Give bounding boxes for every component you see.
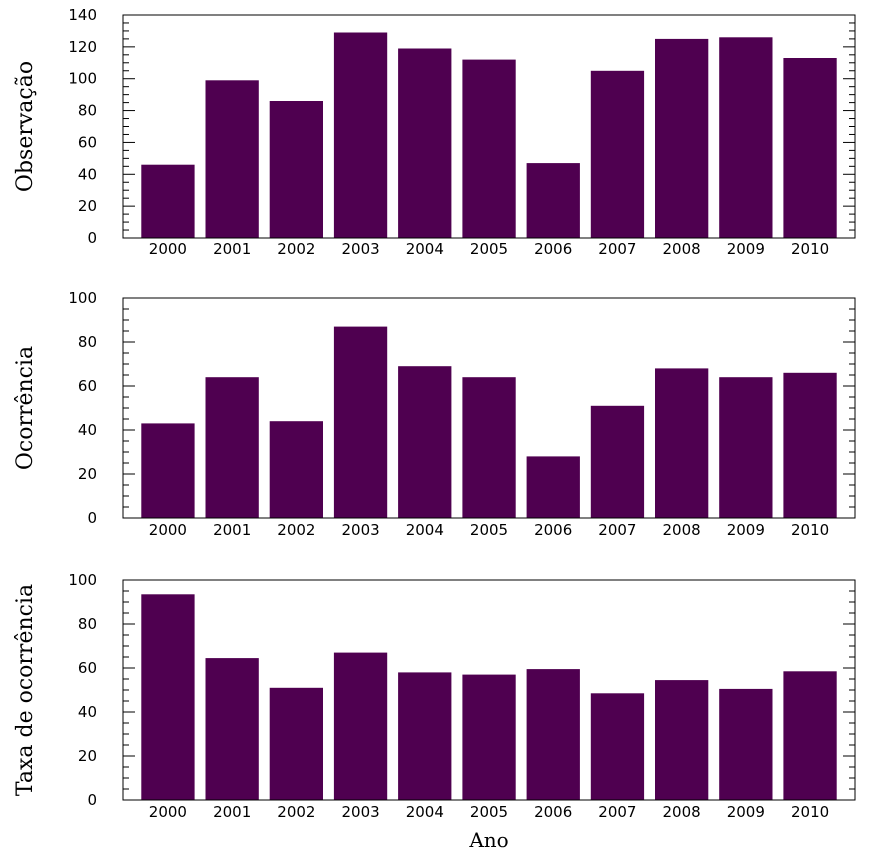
x-tick-label: 2000 xyxy=(149,240,187,258)
x-tick-label: 2005 xyxy=(470,803,508,821)
bar-2008 xyxy=(655,368,709,518)
y-tick-label: 20 xyxy=(78,747,97,765)
x-tick-label: 2003 xyxy=(342,240,380,258)
bar-2005 xyxy=(462,674,516,800)
bar-2009 xyxy=(719,37,773,238)
x-tick-label: 2001 xyxy=(213,803,251,821)
x-tick-label: 2001 xyxy=(213,240,251,258)
y-tick-label: 120 xyxy=(68,38,97,56)
x-tick-label: 2006 xyxy=(534,240,572,258)
bar-2008 xyxy=(655,38,709,239)
bar-2005 xyxy=(462,59,516,238)
x-tick-label: 2010 xyxy=(791,240,829,258)
bar-2001 xyxy=(205,80,259,238)
x-tick-label: 2009 xyxy=(727,803,765,821)
bar-2008 xyxy=(655,680,709,800)
y-tick-label: 100 xyxy=(68,571,97,589)
y-tick-label: 20 xyxy=(78,197,97,215)
x-tick-label: 2002 xyxy=(277,803,315,821)
x-tick-label: 2010 xyxy=(791,521,829,539)
bar-2002 xyxy=(269,101,323,238)
y-tick-label: 60 xyxy=(78,659,97,677)
x-tick-label: 2003 xyxy=(342,521,380,539)
x-tick-label: 2007 xyxy=(598,240,636,258)
bar-2007 xyxy=(590,70,645,239)
bar-2006 xyxy=(526,163,580,238)
y-axis-label: Observação xyxy=(13,61,38,192)
x-tick-label: 2004 xyxy=(406,521,444,539)
y-tick-label: 0 xyxy=(87,509,97,527)
y-tick-label: 40 xyxy=(78,703,97,721)
bar-2003 xyxy=(333,326,388,518)
bar-2007 xyxy=(590,405,645,518)
bar-2000 xyxy=(141,423,195,518)
x-tick-label: 2008 xyxy=(663,803,701,821)
y-tick-label: 100 xyxy=(68,70,97,88)
bar-2000 xyxy=(141,594,195,800)
y-tick-label: 60 xyxy=(78,377,97,395)
x-tick-label: 2005 xyxy=(470,240,508,258)
bar-2005 xyxy=(462,377,516,518)
x-tick-label: 2006 xyxy=(534,521,572,539)
chart-panel-3: 0 20 40 60 80 100 2000 2001 2002 2003 2004 2005 2006… xyxy=(13,571,856,852)
x-tick-label: 2000 xyxy=(149,803,187,821)
y-tick-label: 0 xyxy=(87,229,97,247)
bar-2007 xyxy=(590,693,645,800)
bar-2003 xyxy=(333,32,388,238)
bar-2004 xyxy=(398,672,452,800)
y-tick-label: 80 xyxy=(78,102,97,120)
bar-2001 xyxy=(205,377,259,518)
x-tick-label: 2001 xyxy=(213,521,251,539)
y-tick-label: 40 xyxy=(78,165,97,183)
x-tick-label: 2004 xyxy=(406,803,444,821)
x-tick-label: 2000 xyxy=(149,521,187,539)
x-tick-label: 2007 xyxy=(598,803,636,821)
bar-2006 xyxy=(526,669,580,800)
x-tick-label: 2010 xyxy=(791,803,829,821)
y-axis-label: Ocorrência xyxy=(13,346,38,470)
y-tick-label: 100 xyxy=(68,289,97,307)
chart-panel-2: 0 20 40 60 80 100 2000 2001 2002 2003 2004 2005 2006… xyxy=(13,289,856,539)
y-tick-label: 140 xyxy=(68,6,97,24)
x-tick-label: 2009 xyxy=(727,521,765,539)
y-axis-label: Taxa de ocorrência xyxy=(13,584,38,796)
chart-panel-1: 0 20 40 60 80 100 120 140 2000 2001 2002 2003 2004 20… xyxy=(13,6,856,258)
bar-2009 xyxy=(719,688,773,800)
x-tick-label: 2008 xyxy=(663,521,701,539)
y-tick-label: 60 xyxy=(78,133,97,151)
bar-2006 xyxy=(526,456,580,518)
x-tick-label: 2003 xyxy=(342,803,380,821)
bar-2000 xyxy=(141,164,195,238)
bar-2003 xyxy=(333,652,388,800)
bar-2010 xyxy=(783,58,837,238)
y-tick-label: 0 xyxy=(87,791,97,809)
bar-2001 xyxy=(205,658,259,800)
x-axis-label: Ano xyxy=(468,828,508,852)
x-tick-label: 2006 xyxy=(534,803,572,821)
x-tick-label: 2009 xyxy=(727,240,765,258)
y-tick-label: 80 xyxy=(78,333,97,351)
x-tick-label: 2007 xyxy=(598,521,636,539)
bar-2002 xyxy=(269,687,323,800)
x-tick-label: 2008 xyxy=(663,240,701,258)
bar-2004 xyxy=(398,48,452,238)
x-tick-label: 2005 xyxy=(470,521,508,539)
bar-2010 xyxy=(783,671,837,800)
bar-2009 xyxy=(719,377,773,518)
bar-2004 xyxy=(398,366,452,518)
bar-2010 xyxy=(783,372,837,518)
y-tick-label: 80 xyxy=(78,615,97,633)
bar-2002 xyxy=(269,421,323,518)
x-tick-label: 2002 xyxy=(277,240,315,258)
x-tick-label: 2002 xyxy=(277,521,315,539)
x-tick-label: 2004 xyxy=(406,240,444,258)
y-tick-label: 20 xyxy=(78,465,97,483)
y-tick-label: 40 xyxy=(78,421,97,439)
